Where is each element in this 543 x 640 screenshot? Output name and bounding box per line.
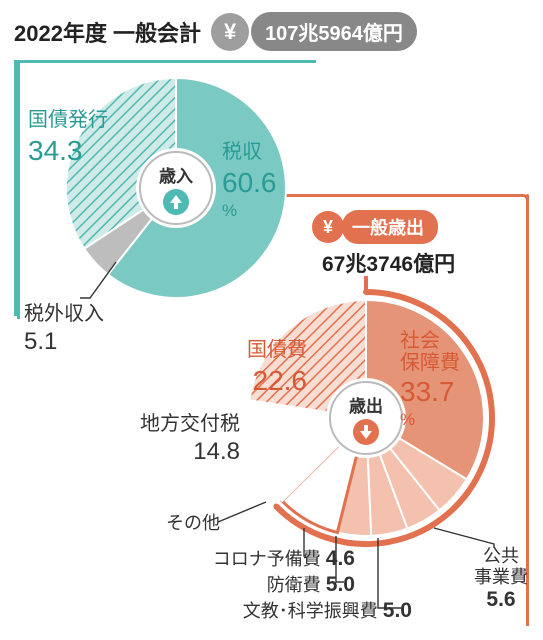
exp-connectors <box>0 0 543 640</box>
